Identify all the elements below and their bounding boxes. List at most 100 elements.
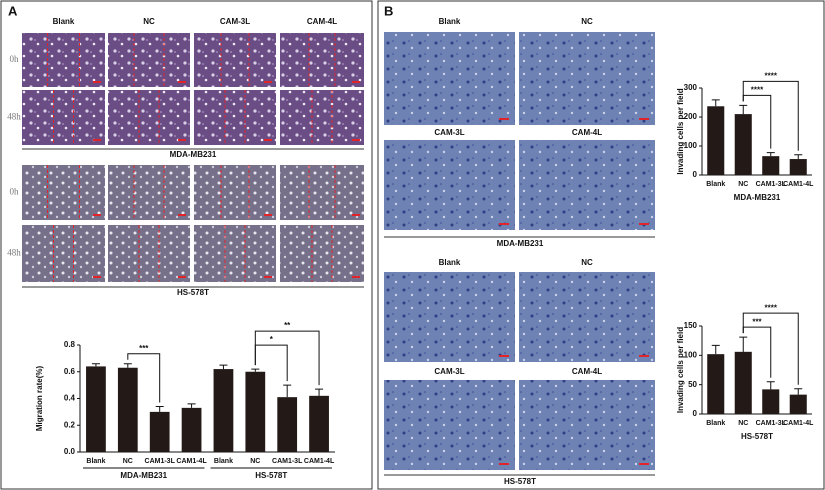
bar — [149, 411, 170, 452]
scale-bar — [639, 355, 649, 357]
error-bar — [91, 363, 100, 367]
micrograph — [22, 225, 105, 282]
row-label: 48h — [7, 248, 21, 258]
column-label: NC — [143, 17, 155, 26]
x-tick-label: Blank — [86, 458, 105, 465]
scale-bar — [93, 276, 101, 278]
row-label: 48h — [7, 112, 21, 122]
cell-line-label: HS-578T — [177, 288, 209, 297]
significance-label: *** — [139, 344, 149, 353]
x-tick-label: CAM1-4L — [304, 458, 335, 465]
chart-title: MDA-MB231 — [734, 193, 781, 202]
bar — [86, 366, 106, 452]
micrograph — [194, 225, 276, 282]
micrograph — [108, 33, 190, 87]
error-bar — [187, 403, 196, 408]
micrograph — [22, 165, 105, 220]
group-label: HS-578T — [255, 471, 287, 480]
significance-bracket — [742, 80, 799, 151]
x-tick-label: NC — [123, 458, 133, 465]
micrograph — [108, 165, 190, 220]
y-tick-label: 0 — [693, 409, 698, 418]
image-label: CAM-4L — [572, 367, 602, 376]
x-tick-label: CAM1-4L — [783, 420, 814, 427]
micrograph — [519, 272, 655, 362]
significance-label: * — [270, 335, 274, 344]
image-label: CAM-4L — [572, 128, 602, 137]
y-tick-label: 0.8 — [64, 340, 76, 349]
scale-bar — [639, 463, 649, 465]
row-label: 0h — [10, 187, 20, 197]
x-tick-label: CAM1-4L — [783, 181, 814, 188]
micrograph — [280, 90, 364, 145]
micrograph — [519, 140, 655, 230]
image-label: CAM-3L — [434, 367, 464, 376]
panel-label: B — [384, 3, 393, 18]
y-tick-label: 0 — [693, 170, 698, 179]
micrograph — [22, 33, 105, 87]
bar — [245, 371, 266, 452]
x-tick-label: CAM1-4L — [176, 458, 207, 465]
y-tick-label: 200 — [684, 112, 698, 121]
micrograph — [108, 225, 190, 282]
error-bar — [766, 381, 775, 390]
y-tick-label: 150 — [684, 321, 698, 330]
scale-bar — [499, 355, 509, 357]
image-label: CAM-3L — [434, 128, 464, 137]
panel-a-frame — [0, 0, 373, 490]
bar — [789, 159, 807, 175]
y-axis-label: Invading cells per field — [676, 88, 685, 174]
scale-bar — [93, 139, 101, 141]
significance-label: **** — [765, 303, 778, 312]
bar — [309, 395, 329, 452]
micrograph — [384, 32, 515, 125]
scale-bar — [639, 223, 649, 225]
bar — [213, 369, 234, 452]
y-tick-label: 0.2 — [64, 420, 76, 429]
y-tick-label: 50 — [688, 380, 697, 389]
image-label: NC — [581, 258, 593, 267]
image-label: Blank — [439, 17, 461, 26]
group-label: MDA-MB231 — [120, 471, 167, 480]
y-tick-label: 100 — [684, 350, 698, 359]
chart-title: HS-578T — [741, 432, 773, 441]
error-bar — [794, 388, 803, 395]
micrograph — [194, 165, 276, 220]
y-tick-label: 0.6 — [64, 367, 76, 376]
x-tick-label: NC — [250, 458, 260, 465]
cell-line-label: MDA-MB231 — [497, 239, 544, 248]
significance-bracket — [742, 312, 799, 385]
panel-label: A — [8, 3, 18, 18]
micrograph — [108, 90, 190, 145]
error-bar — [766, 152, 775, 157]
cell-line-label: HS-578T — [504, 477, 536, 486]
error-bar — [739, 104, 748, 115]
scale-bar — [93, 214, 101, 216]
error-bar — [251, 368, 260, 372]
bar — [734, 114, 752, 175]
micrograph — [194, 90, 276, 145]
micrograph — [519, 32, 655, 125]
column-label: CAM-4L — [307, 17, 337, 26]
x-tick-label: CAM1-3L — [756, 181, 787, 188]
significance-label: *** — [752, 317, 762, 326]
x-tick-label: NC — [738, 420, 748, 427]
significance-bracket — [254, 330, 320, 386]
significance-label: ** — [284, 321, 291, 330]
bar — [707, 106, 725, 175]
micrograph — [280, 225, 364, 282]
bar — [117, 367, 138, 452]
bar — [762, 156, 780, 175]
y-tick-label: 0.4 — [64, 394, 76, 403]
panel-b-frame — [377, 0, 825, 490]
x-tick-label: Blank — [706, 181, 725, 188]
x-tick-label: NC — [738, 181, 748, 188]
x-tick-label: Blank — [214, 458, 233, 465]
row-label: 0h — [10, 54, 20, 64]
scale-bar — [352, 276, 360, 278]
bar — [762, 389, 780, 414]
scale-bar — [352, 139, 360, 141]
scale-bar — [499, 118, 509, 120]
error-bar — [123, 363, 132, 368]
